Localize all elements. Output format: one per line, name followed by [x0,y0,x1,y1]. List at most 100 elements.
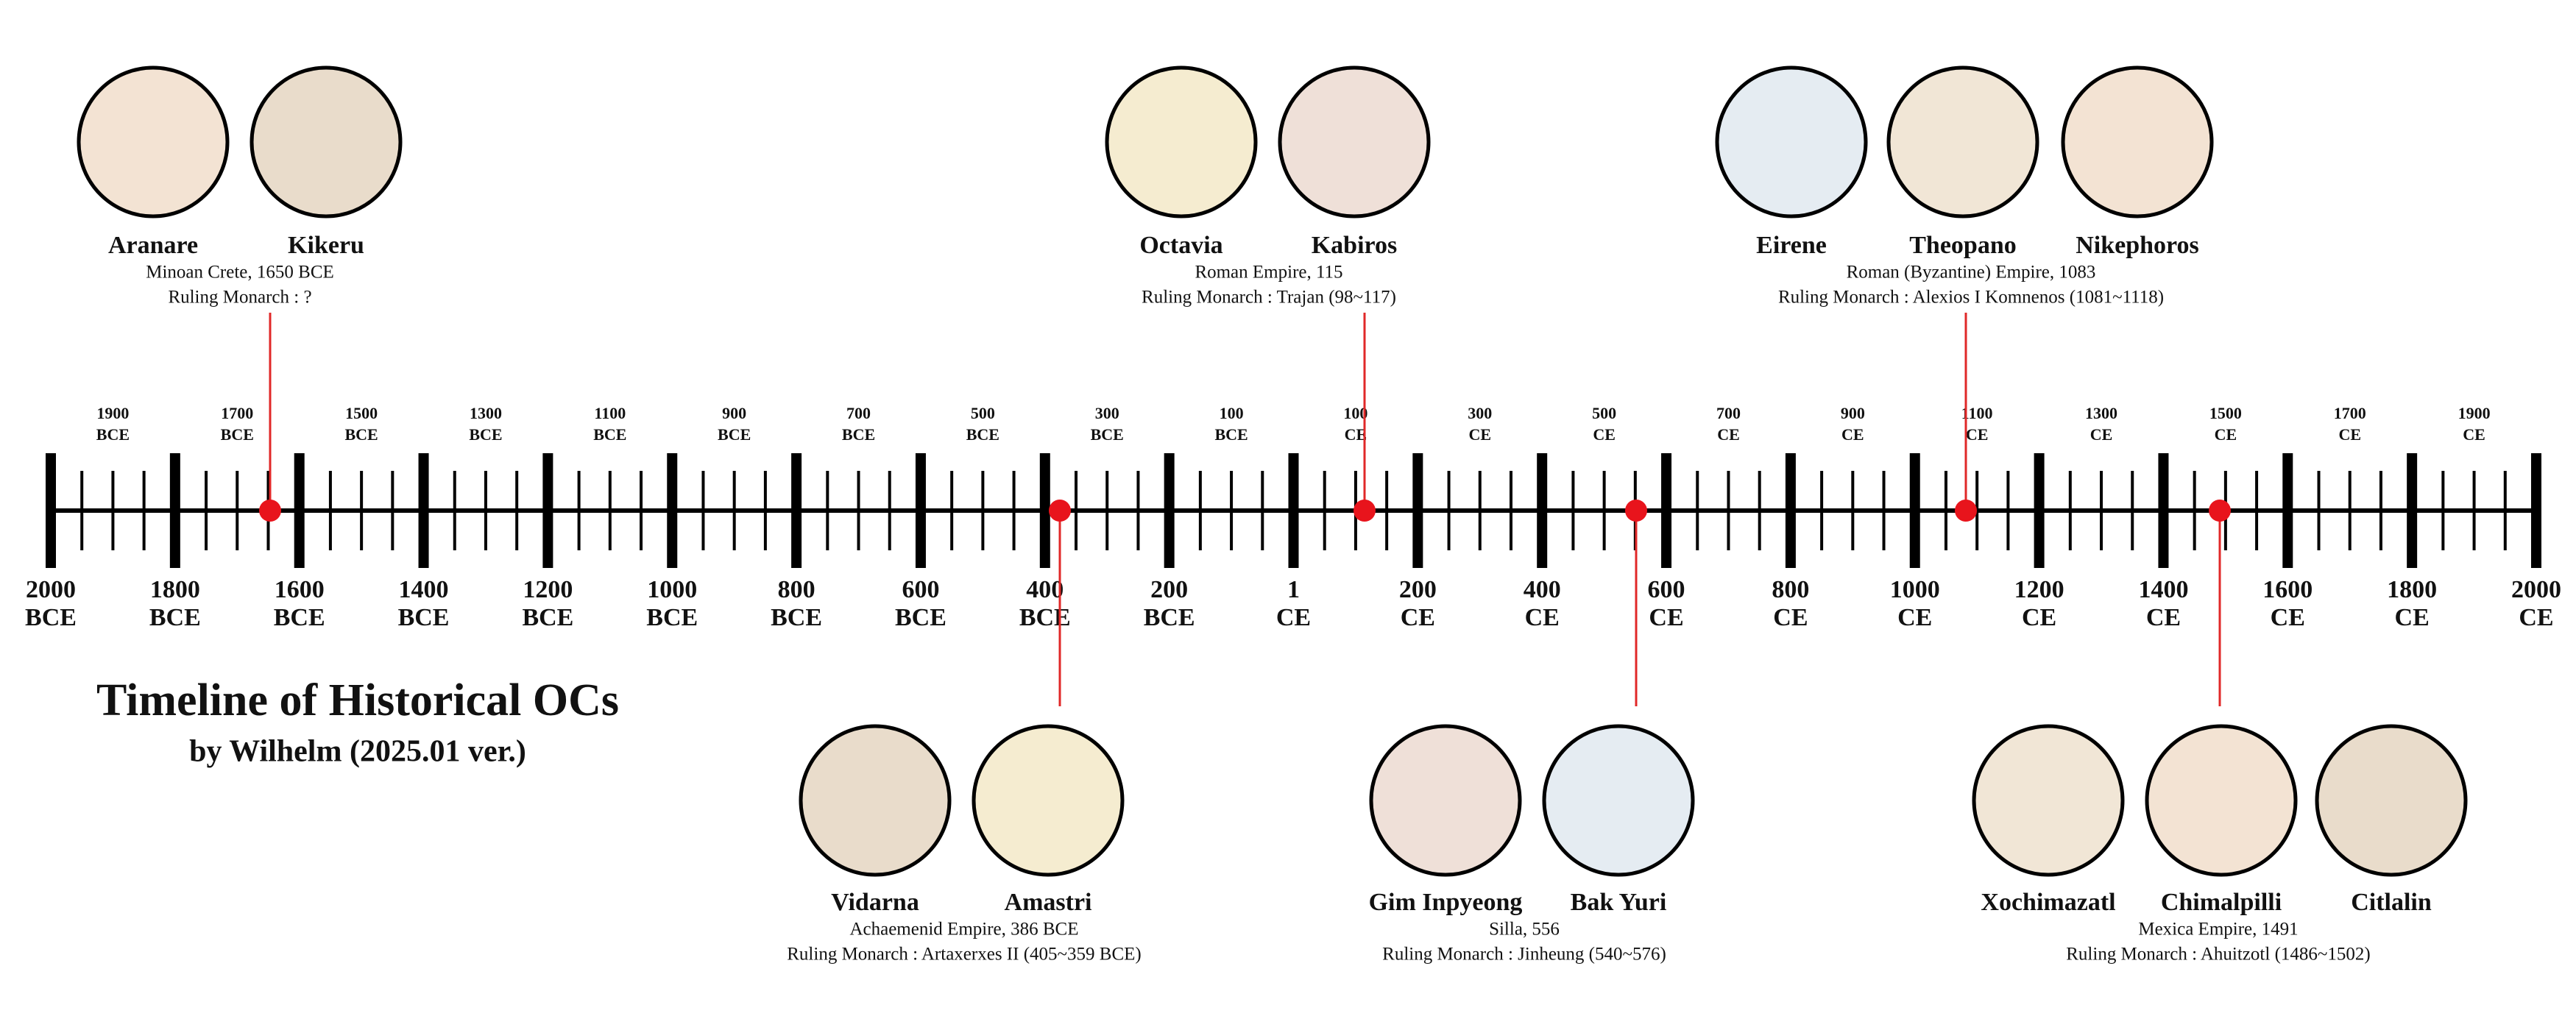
minor-label: 100 [1220,404,1244,422]
minor-label: 1300 [470,404,502,422]
major-label: 1800 [150,576,200,603]
major-label: CE [1773,604,1808,631]
minor-label: BCE [96,425,130,444]
major-label: CE [2146,604,2181,631]
major-label: 200 [1150,576,1188,603]
event-monarch: Ruling Monarch : Ahuitzotl (1486~1502) [2066,945,2371,965]
event-monarch: Ruling Monarch : Jinheung (540~576) [1382,945,1666,965]
character-name: Octavia [1139,232,1222,259]
minor-label: 700 [1716,404,1741,422]
major-label: 2000 [26,576,76,603]
major-label: BCE [646,604,698,631]
portrait [1278,65,1431,219]
minor-label: CE [2090,425,2113,444]
event-marker [1625,500,1647,522]
character-name: Amastri [1005,889,1092,916]
major-label: 200 [1399,576,1437,603]
minor-label: 1300 [2085,404,2117,422]
character-name: Citlalin [2351,889,2432,916]
major-label: 1600 [275,576,325,603]
title: Timeline of Historical OCs [96,675,619,725]
minor-label: 1100 [594,404,626,422]
minor-label: CE [2215,425,2237,444]
major-label: 600 [1648,576,1685,603]
minor-label: 700 [846,404,871,422]
portrait [2061,65,2214,219]
major-label: CE [2271,604,2305,631]
portrait [799,724,952,877]
minor-label: BCE [1091,425,1124,444]
minor-label: CE [1593,425,1616,444]
minor-label: BCE [469,425,502,444]
character-name: Nikephoros [2076,232,2199,259]
character-name: Bak Yuri [1571,889,1667,916]
event-marker [1955,500,1977,522]
minor-label: BCE [966,425,999,444]
portrait [1542,724,1695,877]
major-label: BCE [398,604,450,631]
major-label: CE [1401,604,1435,631]
minor-label: CE [1841,425,1864,444]
minor-label: CE [1717,425,1740,444]
major-label: 1000 [1890,576,1940,603]
minor-label: 1500 [345,404,378,422]
event-marker [1049,500,1071,522]
minor-label: BCE [842,425,875,444]
major-label: 1000 [647,576,697,603]
event-info: Achaemenid Empire, 386 BCE [849,920,1078,940]
major-label: BCE [1144,604,1195,631]
character-name: Xochimazatl [1981,889,2115,916]
major-label: CE [1525,604,1560,631]
character-name: Gim Inpyeong [1369,889,1523,916]
major-label: CE [2022,604,2056,631]
minor-label: BCE [1214,425,1248,444]
minor-label: BCE [593,425,626,444]
event-info: Mexica Empire, 1491 [2138,920,2298,940]
major-label: BCE [1019,604,1071,631]
major-label: BCE [274,604,325,631]
minor-label: 300 [1468,404,1492,422]
minor-label: 1700 [2334,404,2366,422]
portrait [1369,724,1522,877]
minor-label: 1700 [221,404,253,422]
portrait [2145,724,2298,877]
minor-label: 500 [971,404,995,422]
minor-label: 1900 [96,404,129,422]
major-label: BCE [25,604,77,631]
major-label: BCE [771,604,822,631]
major-label: BCE [522,604,573,631]
portrait [1715,65,1868,219]
event-info: Silla, 556 [1489,920,1560,940]
major-label: 600 [902,576,939,603]
major-label: CE [1649,604,1683,631]
major-label: CE [2395,604,2430,631]
subtitle: by Wilhelm (2025.01 ver.) [189,735,526,769]
character-name: Vidarna [831,889,919,916]
major-label: 1400 [2138,576,2188,603]
major-label: 1200 [523,576,573,603]
minor-label: BCE [718,425,751,444]
event-monarch: Ruling Monarch : Alexios I Komnenos (108… [1778,288,2164,308]
major-label: 2000 [2511,576,2561,603]
minor-label: 1500 [2209,404,2242,422]
character-name: Kabiros [1312,232,1398,259]
minor-label: CE [2338,425,2361,444]
character-name: Eirene [1756,232,1827,259]
major-label: 400 [1026,576,1064,603]
minor-label: 1900 [2458,404,2491,422]
major-label: 1400 [399,576,449,603]
event-marker [2209,500,2231,522]
minor-label: 500 [1592,404,1616,422]
minor-label: BCE [221,425,254,444]
event-monarch: Ruling Monarch : Trajan (98~117) [1142,288,1396,308]
event-info: Minoan Crete, 1650 BCE [146,263,334,283]
minor-label: CE [1966,425,1989,444]
minor-label: CE [1345,425,1367,444]
minor-label: 900 [1841,404,1865,422]
major-label: 800 [1772,576,1809,603]
portrait [1886,65,2039,219]
portrait [250,65,403,219]
major-label: CE [2519,604,2553,631]
event-info: Roman (Byzantine) Empire, 1083 [1847,263,2096,283]
